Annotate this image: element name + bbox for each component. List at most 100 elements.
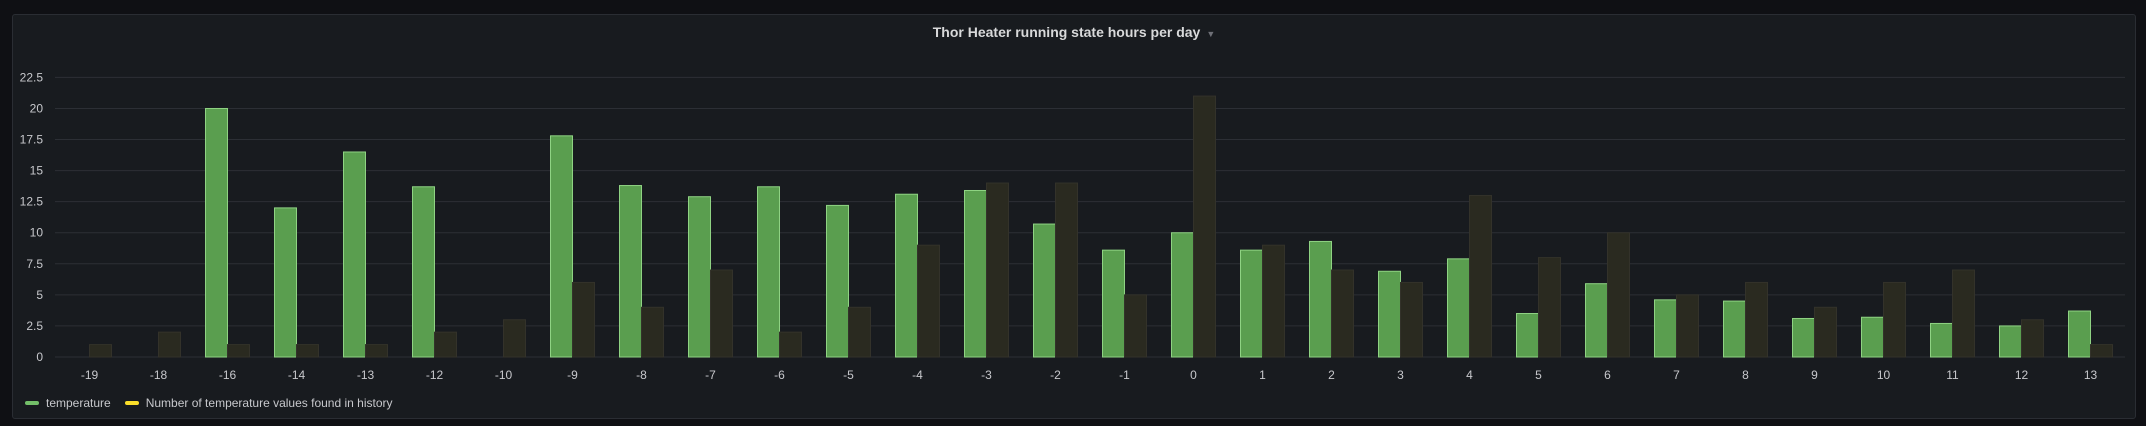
bar-temperature[interactable] bbox=[1516, 313, 1539, 358]
bar-value-count[interactable] bbox=[848, 306, 871, 358]
x-tick-label: 5 bbox=[1535, 368, 1542, 382]
y-tick-label: 5 bbox=[36, 288, 43, 302]
bar-value-count[interactable] bbox=[779, 331, 802, 358]
y-tick-label: 2.5 bbox=[26, 319, 43, 333]
bar-temperature[interactable] bbox=[1309, 240, 1332, 358]
bar-value-count[interactable] bbox=[710, 269, 733, 358]
bar-value-count[interactable] bbox=[1607, 232, 1630, 358]
bar-temperature[interactable] bbox=[1102, 249, 1125, 358]
bar-value-count[interactable] bbox=[434, 331, 457, 358]
bar-temperature[interactable] bbox=[964, 189, 987, 358]
bar-temperature[interactable] bbox=[1654, 299, 1677, 358]
x-tick-label: 4 bbox=[1466, 368, 1473, 382]
bar-value-count[interactable] bbox=[986, 182, 1009, 358]
legend-swatch-value-count bbox=[124, 401, 139, 405]
bar-temperature[interactable] bbox=[1999, 325, 2022, 358]
x-tick-label: 11 bbox=[1946, 368, 1959, 382]
x-tick-label: -10 bbox=[495, 368, 513, 382]
legend-label-value-count: Number of temperature values found in hi… bbox=[145, 396, 393, 410]
bar-temperature[interactable] bbox=[1861, 316, 1884, 358]
bar-value-count[interactable] bbox=[1124, 294, 1147, 358]
x-tick-label: -1 bbox=[1119, 368, 1130, 382]
bar-temperature[interactable] bbox=[1723, 300, 1746, 358]
x-tick-label: -3 bbox=[981, 368, 992, 382]
x-tick-label: 7 bbox=[1673, 368, 1680, 382]
bar-value-count[interactable] bbox=[1262, 244, 1285, 358]
y-tick-label: 22.5 bbox=[20, 70, 44, 84]
bar-value-count[interactable] bbox=[1745, 281, 1768, 358]
bar-value-count[interactable] bbox=[1952, 269, 1975, 358]
bar-value-count[interactable] bbox=[2090, 344, 2113, 358]
x-tick-label: -2 bbox=[1050, 368, 1061, 382]
x-tick-label: 6 bbox=[1604, 368, 1611, 382]
bar-value-count[interactable] bbox=[641, 306, 664, 358]
bar-temperature[interactable] bbox=[1171, 232, 1194, 358]
bar-temperature[interactable] bbox=[688, 196, 711, 358]
bar-value-count[interactable] bbox=[1055, 182, 1078, 358]
x-tick-label: -14 bbox=[288, 368, 306, 382]
bar-temperature[interactable] bbox=[550, 135, 573, 358]
x-tick-label: -9 bbox=[567, 368, 578, 382]
x-tick-label: -13 bbox=[357, 368, 375, 382]
bar-value-count[interactable] bbox=[1814, 306, 1837, 358]
chart-panel: Thor Heater running state hours per day … bbox=[12, 14, 2136, 419]
bar-value-count[interactable] bbox=[158, 331, 181, 358]
bar-temperature[interactable] bbox=[205, 107, 228, 358]
panel-header[interactable]: Thor Heater running state hours per day … bbox=[13, 15, 2135, 49]
bar-value-count[interactable] bbox=[1538, 257, 1561, 358]
x-tick-label: -4 bbox=[912, 368, 923, 382]
bar-temperature[interactable] bbox=[1930, 322, 1953, 358]
bar-temperature[interactable] bbox=[412, 186, 435, 358]
bar-temperature[interactable] bbox=[1585, 283, 1608, 358]
bar-value-count[interactable] bbox=[572, 281, 595, 358]
y-tick-label: 10 bbox=[30, 226, 44, 240]
x-axis: -19 -18 -16 -14 -13 -12 -10 -9 -8 -7 -6 -5 -4 -3 -2 -1 0… bbox=[81, 368, 2098, 382]
grid-lines bbox=[55, 76, 2125, 358]
y-tick-label: 15 bbox=[30, 164, 44, 178]
y-tick-label: 12.5 bbox=[20, 195, 44, 209]
x-tick-label: 2 bbox=[1328, 368, 1335, 382]
bar-temperature[interactable] bbox=[826, 204, 849, 358]
bar-temperature[interactable] bbox=[1792, 317, 1815, 358]
bar-temperature[interactable] bbox=[1240, 249, 1263, 358]
legend-swatch-temperature bbox=[25, 401, 39, 405]
bar-value-count[interactable] bbox=[365, 344, 388, 358]
bar-value-count[interactable] bbox=[1883, 281, 1906, 358]
bar-temperature[interactable] bbox=[1378, 270, 1401, 358]
x-tick-label: 0 bbox=[1190, 368, 1197, 382]
bar-temperature[interactable] bbox=[2068, 310, 2091, 358]
bar-value-count[interactable] bbox=[917, 244, 940, 358]
bar-value-count[interactable] bbox=[89, 344, 112, 358]
bar-value-count[interactable] bbox=[1676, 294, 1699, 358]
bar-value-count[interactable] bbox=[227, 344, 250, 358]
y-tick-label: 20 bbox=[30, 101, 44, 115]
bar-value-count[interactable] bbox=[503, 319, 526, 358]
legend-item-value-count[interactable]: Number of temperature values found in hi… bbox=[124, 396, 393, 410]
x-tick-label: -6 bbox=[774, 368, 785, 382]
x-tick-label: -5 bbox=[843, 368, 854, 382]
bar-value-count[interactable] bbox=[1400, 281, 1423, 358]
bar-temperature[interactable] bbox=[619, 185, 642, 358]
bar-temperature[interactable] bbox=[1447, 258, 1470, 358]
chevron-down-icon[interactable]: ▼ bbox=[1206, 28, 1216, 39]
bar-value-count[interactable] bbox=[1469, 194, 1492, 358]
y-axis: 0 2.5 5 7.5 10 12.5 15 17.5 20 22.5 bbox=[20, 70, 44, 364]
panel-title[interactable]: Thor Heater running state hours per day bbox=[932, 24, 1201, 40]
legend-label-temperature: temperature bbox=[46, 396, 111, 410]
bar-temperature[interactable] bbox=[343, 151, 366, 358]
bar-temperature[interactable] bbox=[757, 186, 780, 358]
bar-value-count[interactable] bbox=[2021, 319, 2044, 358]
bar-value-count[interactable] bbox=[1331, 269, 1354, 358]
bar-value-count[interactable] bbox=[296, 344, 319, 358]
bar-temperature[interactable] bbox=[895, 193, 918, 358]
y-tick-label: 17.5 bbox=[20, 133, 44, 147]
x-tick-label: 12 bbox=[2015, 368, 2029, 382]
x-tick-label: 3 bbox=[1397, 368, 1404, 382]
bar-temperature[interactable] bbox=[1033, 223, 1056, 358]
bar-value-count[interactable] bbox=[1193, 95, 1216, 358]
x-tick-label: -8 bbox=[636, 368, 647, 382]
legend-item-temperature[interactable]: temperature bbox=[25, 396, 111, 410]
bar-temperature[interactable] bbox=[274, 207, 297, 358]
y-tick-label: 0 bbox=[36, 350, 43, 364]
